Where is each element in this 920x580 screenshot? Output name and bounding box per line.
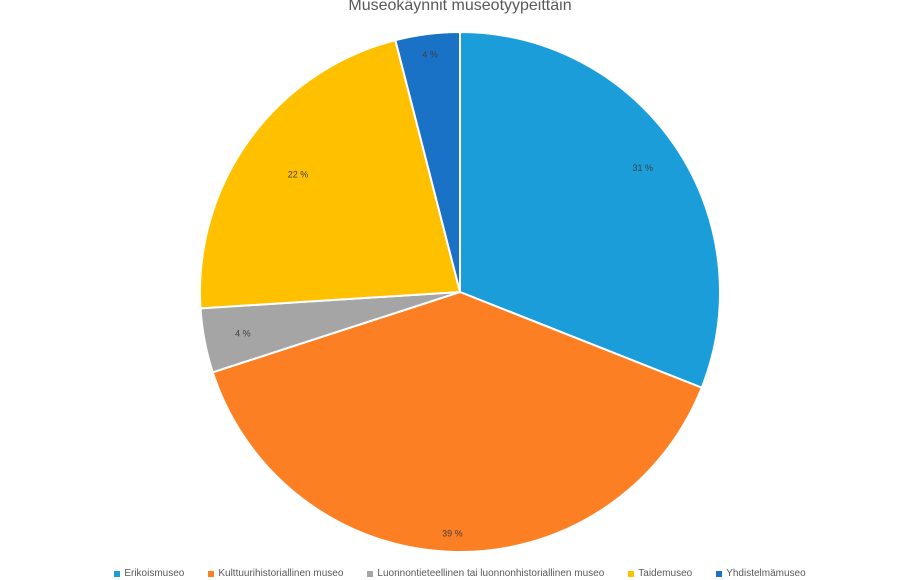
legend-item-5: Yhdistelmämuseo bbox=[716, 568, 806, 579]
legend-item-4: Taidemuseo bbox=[628, 568, 692, 579]
legend-swatch bbox=[628, 570, 635, 577]
legend-swatch bbox=[716, 570, 723, 577]
legend-label: Erikoismuseo bbox=[124, 568, 185, 579]
data-label-4: 22 % bbox=[288, 169, 309, 179]
legend-item-2: Kulttuurihistoriallinen museo bbox=[208, 568, 343, 579]
legend-swatch bbox=[367, 570, 374, 577]
pie-slice-5 bbox=[394, 30, 461, 293]
legend: Erikoismuseo Kulttuurihistoriallinen muse… bbox=[0, 568, 920, 579]
pie-data-labels: 31 % 39 % 4 % 22 % 4 % bbox=[235, 50, 653, 539]
chart-title: Museokäynnit museotyypeittäin bbox=[348, 0, 572, 14]
legend-swatch bbox=[208, 570, 215, 577]
legend-label: Taidemuseo bbox=[638, 568, 693, 579]
legend-item-3: Luonnontieteellinen tai luonnonhistorial… bbox=[367, 568, 604, 579]
legend-label: Kulttuurihistoriallinen museo bbox=[218, 568, 344, 579]
data-label-1: 31 % bbox=[633, 163, 654, 173]
data-label-3: 4 % bbox=[235, 328, 251, 338]
legend-label: Yhdistelmämuseo bbox=[726, 568, 806, 579]
legend-label: Luonnontieteellinen tai luonnonhistorial… bbox=[377, 568, 605, 579]
pie-slices bbox=[199, 30, 721, 553]
pie-slice-1 bbox=[459, 30, 721, 390]
legend-item-1: Erikoismuseo bbox=[114, 568, 184, 579]
pie-slice-4 bbox=[199, 38, 462, 310]
data-label-5: 4 % bbox=[422, 50, 438, 60]
legend-swatch bbox=[114, 570, 121, 577]
data-label-2: 39 % bbox=[442, 529, 463, 539]
pie-slice-2 bbox=[211, 290, 704, 553]
